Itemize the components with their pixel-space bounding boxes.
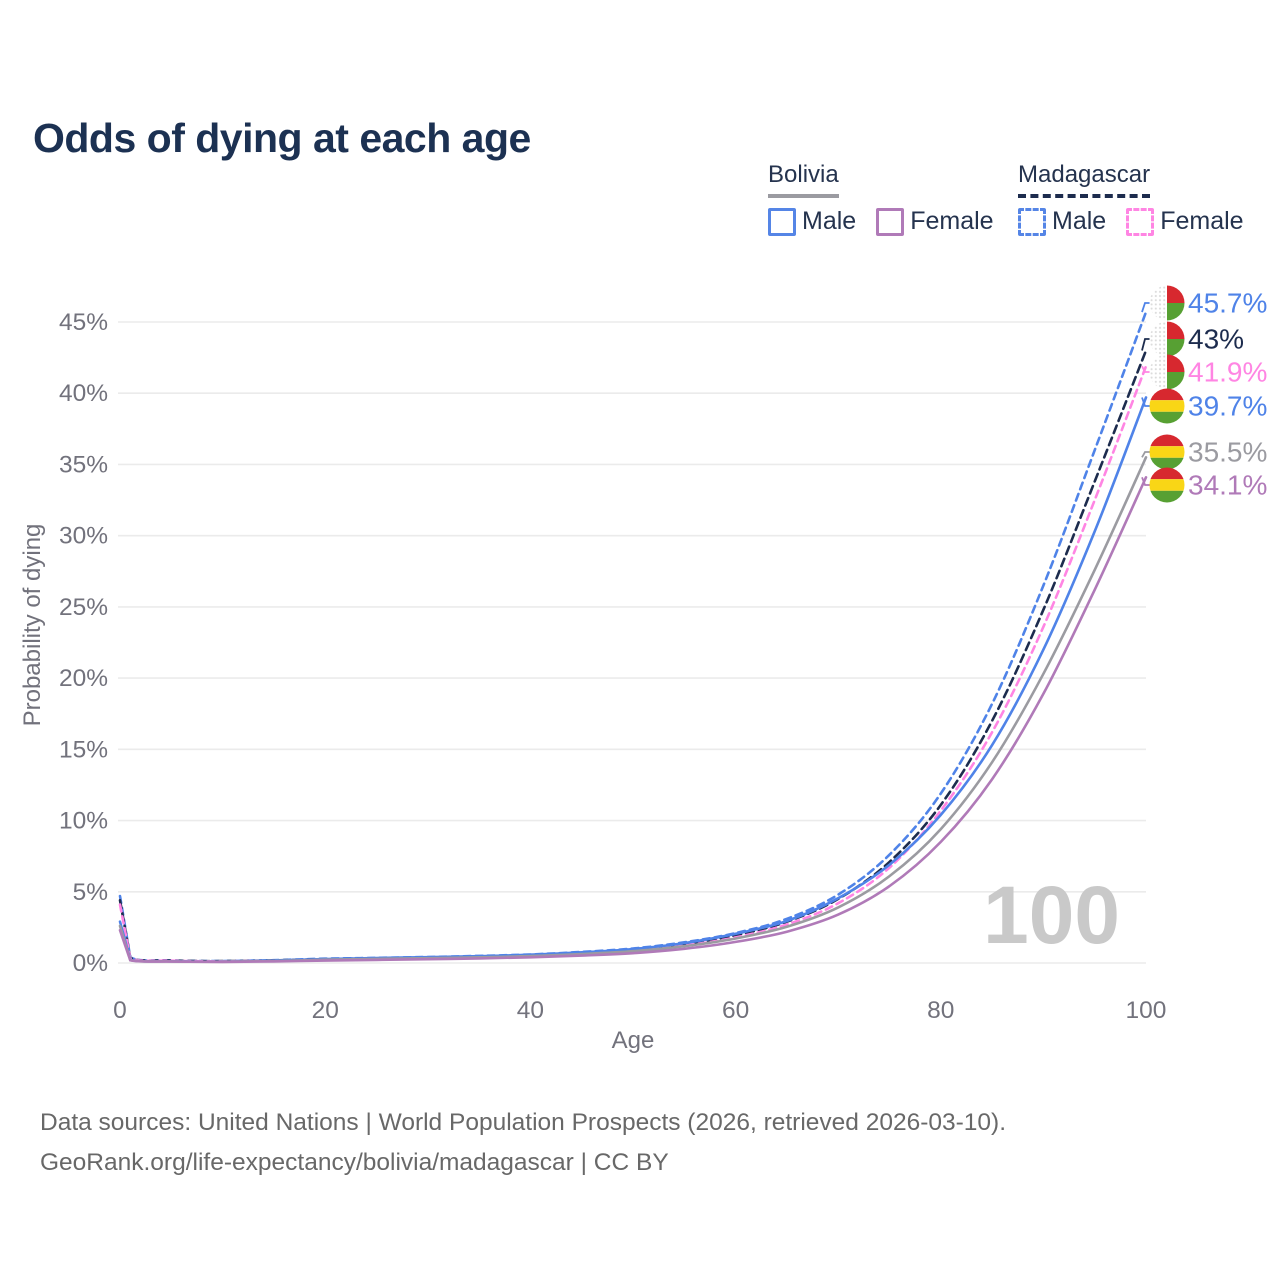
x-axis-title: Age	[612, 1027, 655, 1054]
y-axis-title: Probability of dying	[19, 524, 46, 727]
y-tick-label: 5%	[73, 879, 108, 906]
series-line-madagascar-male	[118, 310, 1148, 963]
end-value-label-madagascar-male: 45.7%	[1188, 288, 1267, 319]
x-tick-label: 40	[517, 997, 544, 1024]
footer: Data sources: United Nations | World Pop…	[40, 1103, 1006, 1182]
axis-tick-layer: 0% 5% 10% 15% 20% 25% 30% 35% 40% 45% 0 20 40 60 80 100	[59, 309, 1166, 1024]
x-tick-label: 60	[722, 997, 749, 1024]
end-label-connector-bolivia-male	[1141, 397, 1150, 407]
x-tick-label: 80	[927, 997, 954, 1024]
legend-checkbox-bolivia-female[interactable]	[876, 207, 905, 236]
bolivia-flag-icon	[1150, 468, 1185, 503]
y-tick-label: 20%	[59, 665, 108, 692]
series-layer	[118, 310, 1148, 964]
end-value-label-bolivia-male: 39.7%	[1188, 391, 1267, 422]
madagascar-flag-icon	[1150, 355, 1185, 390]
y-tick-label: 35%	[59, 451, 108, 478]
end-label-connector-bolivia-female	[1141, 476, 1150, 486]
grid-layer	[118, 321, 1146, 964]
end-value-label-madagascar-total: 43%	[1188, 324, 1244, 355]
end-label-layer: 45.7% 43%41.9%39.7% 35.5%34.1%	[1141, 286, 1267, 503]
legend-country-bolivia: Bolivia	[768, 161, 839, 198]
legend-checkbox-bolivia-male[interactable]	[768, 207, 796, 236]
y-tick-label: 45%	[59, 309, 108, 336]
x-tick-label: 0	[113, 997, 127, 1024]
end-value-label-bolivia-female: 34.1%	[1188, 470, 1267, 501]
series-line-bolivia-female	[118, 476, 1148, 964]
age-watermark: 100	[983, 870, 1120, 961]
footer-attribution: GeoRank.org/life-expectancy/bolivia/mada…	[40, 1148, 669, 1176]
x-tick-label: 100	[1126, 997, 1167, 1024]
bolivia-flag-icon	[1150, 435, 1185, 470]
madagascar-flag-icon	[1150, 322, 1185, 357]
footer-data-sources: Data sources: United Nations | World Pop…	[40, 1109, 1007, 1136]
end-value-label-bolivia-total: 35.5%	[1188, 437, 1267, 468]
y-tick-label: 10%	[59, 808, 108, 835]
y-tick-label: 30%	[59, 523, 108, 550]
end-label-connector-bolivia-total	[1141, 451, 1150, 458]
end-label-connector-madagascar-total	[1141, 338, 1150, 351]
legend-label-bolivia-male[interactable]: Male	[802, 207, 857, 235]
y-tick-label: 25%	[59, 594, 108, 621]
end-value-label-madagascar-female: 41.9%	[1188, 357, 1267, 388]
end-label-connector-madagascar-female	[1141, 365, 1150, 373]
legend-label-madagascar-female[interactable]: Female	[1160, 207, 1244, 235]
legend-label-madagascar-male[interactable]: Male	[1052, 207, 1107, 235]
legend-group-bolivia: Bolivia Male Female	[768, 161, 1014, 236]
y-tick-label: 0%	[73, 950, 108, 977]
end-label-connector-madagascar-male	[1141, 302, 1150, 313]
y-tick-label: 40%	[59, 380, 108, 407]
legend-checkbox-madagascar-female[interactable]	[1126, 207, 1155, 236]
legend-checkbox-madagascar-male[interactable]	[1018, 207, 1046, 236]
page-title: Odds of dying at each age	[33, 115, 531, 162]
legend-group-madagascar: Madagascar Male Female	[1018, 161, 1264, 236]
legend-label-bolivia-female[interactable]: Female	[910, 207, 994, 235]
madagascar-flag-icon	[1150, 286, 1185, 321]
bolivia-flag-icon	[1150, 389, 1185, 424]
y-tick-label: 15%	[59, 736, 108, 763]
legend-country-madagascar: Madagascar	[1018, 161, 1151, 198]
x-tick-label: 20	[312, 997, 339, 1024]
